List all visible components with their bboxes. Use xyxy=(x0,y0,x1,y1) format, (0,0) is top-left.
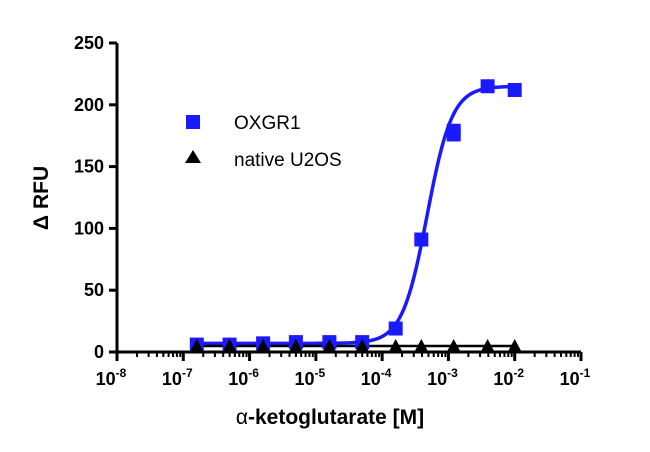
data-point-native-u2os xyxy=(288,339,303,353)
data-point-native-u2os xyxy=(322,339,337,353)
x-tick-label: 10-8 xyxy=(96,366,127,389)
x-tick-label: 10-2 xyxy=(493,366,524,389)
data-point-oxgr1 xyxy=(507,82,522,97)
y-tick-label: 0 xyxy=(94,342,104,362)
data-point-native-u2os xyxy=(414,339,429,353)
data-point-native-u2os xyxy=(222,339,237,353)
legend-label-oxgr1: OXGR1 xyxy=(234,113,301,134)
x-tick-exponent: -3 xyxy=(447,366,458,380)
data-point-native-u2os xyxy=(256,339,271,353)
y-tick-label: 150 xyxy=(74,157,104,177)
x-tick-label: 10-5 xyxy=(295,366,326,389)
data-point-native-u2os xyxy=(446,339,461,353)
x-tick-label: 10-3 xyxy=(427,366,458,389)
legend-marker-native-u2os xyxy=(185,150,201,163)
x-tick-exponent: -6 xyxy=(248,366,259,380)
x-tick-exponent: -5 xyxy=(315,366,326,380)
data-point-native-u2os xyxy=(507,339,522,353)
x-tick-exponent: -1 xyxy=(580,366,591,380)
x-tick-base: 10 xyxy=(162,369,182,389)
x-tick-exponent: -4 xyxy=(381,366,392,380)
data-point-oxgr1 xyxy=(480,79,495,94)
y-tick-label: 250 xyxy=(74,33,104,53)
data-point-oxgr1 xyxy=(388,321,403,336)
x-tick-label: 10-7 xyxy=(162,366,193,389)
x-axis-title: α-ketoglutarate [M] xyxy=(236,406,424,429)
x-tick-base: 10 xyxy=(493,369,513,389)
x-tick-base: 10 xyxy=(427,369,447,389)
y-tick-label: 100 xyxy=(74,218,104,238)
x-tick-exponent: -8 xyxy=(116,366,127,380)
x-tick-base: 10 xyxy=(96,369,116,389)
x-tick-base: 10 xyxy=(295,369,315,389)
x-tick-label: 10-1 xyxy=(560,366,591,389)
data-point-native-u2os xyxy=(189,339,204,353)
y-tick-label: 50 xyxy=(84,280,104,300)
y-axis-title-prefix: Δ xyxy=(30,215,53,230)
y-tick-label: 200 xyxy=(74,95,104,115)
x-ticks-group: 10-8 10-7 10-6 10-5 10-4 10-3 10-2 10-1 xyxy=(96,352,591,389)
x-tick-base: 10 xyxy=(361,369,381,389)
data-point-native-u2os xyxy=(355,339,370,353)
y-axis-title-text: RFU xyxy=(30,166,53,209)
x-tick-exponent: -7 xyxy=(182,366,193,380)
data-point-native-u2os xyxy=(480,339,495,353)
data-point-oxgr1 xyxy=(446,123,461,138)
y-ticks-group: 0 50 100 150 200 250 xyxy=(74,33,117,362)
x-tick-base: 10 xyxy=(228,369,248,389)
y-axis-title: Δ RFU xyxy=(30,166,53,230)
x-tick-exponent: -2 xyxy=(513,366,524,380)
x-axis-title-prefix: α xyxy=(236,406,248,429)
x-tick-label: 10-4 xyxy=(361,366,392,389)
x-tick-label: 10-6 xyxy=(228,366,259,389)
data-point-oxgr1 xyxy=(414,232,429,247)
x-axis-title-text: -ketoglutarate [M] xyxy=(248,406,424,429)
data-point-native-u2os xyxy=(388,339,403,353)
legend-marker-oxgr1 xyxy=(186,115,200,129)
series-layer xyxy=(189,79,522,353)
legend: OXGR1 native U2OS xyxy=(185,113,342,171)
x-tick-base: 10 xyxy=(560,369,580,389)
legend-label-native-u2os: native U2OS xyxy=(234,150,342,171)
